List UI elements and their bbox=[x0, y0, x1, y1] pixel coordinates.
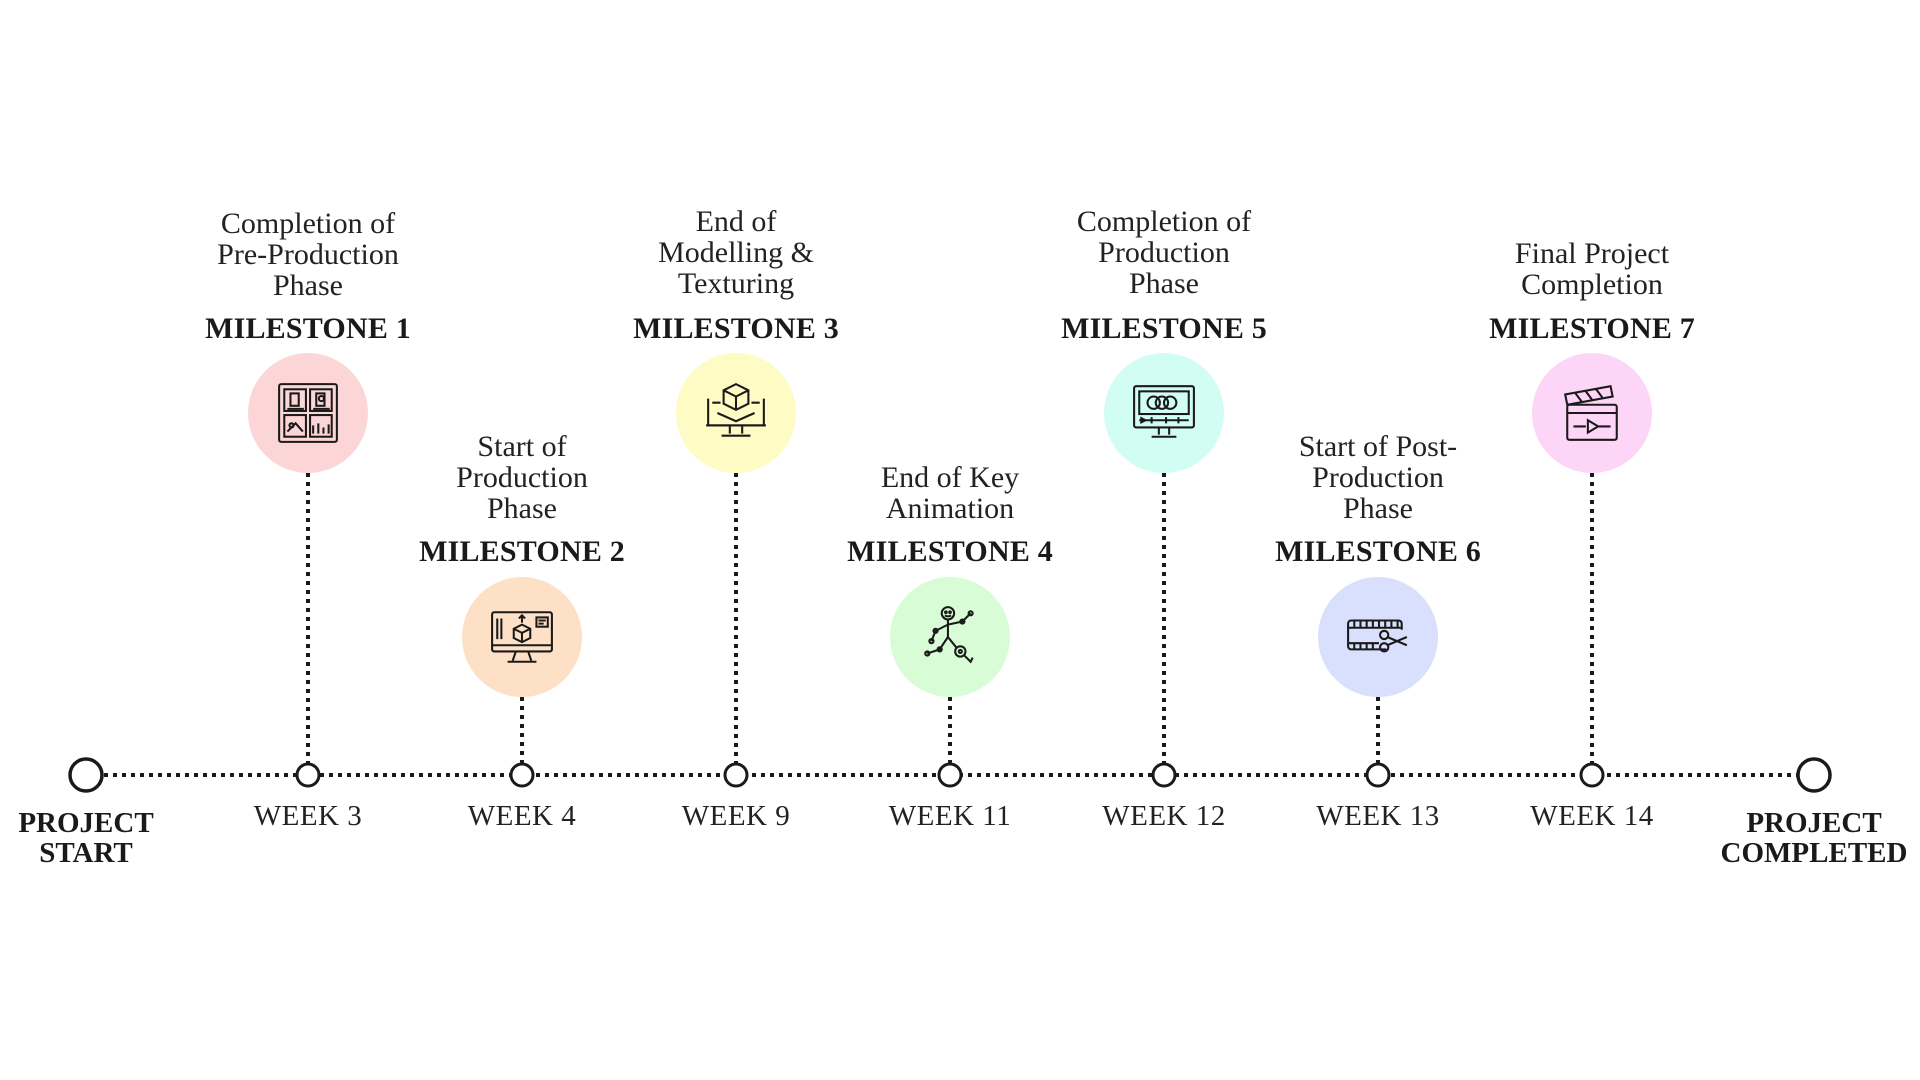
milestone-7-badge bbox=[1532, 353, 1652, 473]
milestone-3-week: WEEK 9 bbox=[681, 800, 791, 832]
3d-cube-monitor-icon bbox=[706, 382, 766, 437]
milestone-2-week: WEEK 4 bbox=[467, 800, 577, 832]
milestone-4-node bbox=[937, 762, 963, 788]
milestone-4-week: WEEK 11 bbox=[888, 800, 1012, 832]
milestone-1-title: MILESTONE 1 bbox=[205, 312, 411, 345]
milestone-6-badge bbox=[1318, 577, 1438, 697]
milestone-5-badge bbox=[1104, 353, 1224, 473]
milestone-5-title: MILESTONE 5 bbox=[1061, 312, 1267, 345]
milestone-2-description: Start of Production Phase bbox=[456, 430, 588, 525]
milestone-1-week: WEEK 3 bbox=[253, 800, 363, 832]
milestone-4-title: MILESTONE 4 bbox=[847, 535, 1053, 568]
video-editor-monitor-icon bbox=[1133, 385, 1195, 438]
milestone-7-title: MILESTONE 7 bbox=[1489, 312, 1695, 345]
milestone-2-badge bbox=[462, 577, 582, 697]
milestone-7-node bbox=[1579, 762, 1605, 788]
end-node bbox=[1796, 757, 1832, 793]
milestone-3-description: End of Modelling & Texturing bbox=[658, 205, 814, 300]
milestone-3-title: MILESTONE 3 bbox=[633, 312, 839, 345]
milestone-7-week: WEEK 14 bbox=[1530, 800, 1654, 832]
milestone-1-node bbox=[295, 762, 321, 788]
storyboard-icon bbox=[278, 383, 338, 443]
milestone-7-description: Final Project Completion bbox=[1514, 237, 1670, 301]
milestone-5-description: Completion of Production Phase bbox=[1076, 205, 1252, 300]
milestone-2-node bbox=[509, 762, 535, 788]
milestone-6-title: MILESTONE 6 bbox=[1275, 535, 1481, 568]
milestone-1-description: Completion of Pre-Production Phase bbox=[217, 207, 399, 302]
milestone-5-node bbox=[1151, 762, 1177, 788]
milestone-6-node bbox=[1365, 762, 1391, 788]
milestone-2-title: MILESTONE 2 bbox=[419, 535, 625, 568]
milestone-3-node bbox=[723, 762, 749, 788]
milestone-4-badge bbox=[890, 577, 1010, 697]
milestone-4-description: End of Key Animation bbox=[880, 461, 1020, 525]
project-completed-label: PROJECT COMPLETED bbox=[1720, 807, 1908, 869]
milestone-3-badge bbox=[676, 353, 796, 473]
film-cut-icon bbox=[1347, 619, 1408, 653]
project-start-label: PROJECT START bbox=[18, 807, 154, 869]
milestone-6-week: WEEK 13 bbox=[1316, 800, 1440, 832]
milestone-5-week: WEEK 12 bbox=[1102, 800, 1226, 832]
clapperboard-icon bbox=[1563, 384, 1618, 441]
milestone-6-description: Start of Post- Production Phase bbox=[1298, 430, 1458, 525]
rigged-character-icon bbox=[924, 606, 974, 664]
start-node bbox=[68, 757, 104, 793]
milestone-1-badge bbox=[248, 353, 368, 473]
monitor-3d-icon bbox=[491, 611, 553, 663]
